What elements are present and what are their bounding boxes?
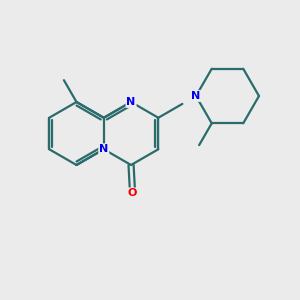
Text: N: N: [191, 91, 201, 101]
Text: N: N: [99, 144, 108, 154]
Text: N: N: [126, 97, 136, 107]
Text: O: O: [128, 188, 137, 198]
